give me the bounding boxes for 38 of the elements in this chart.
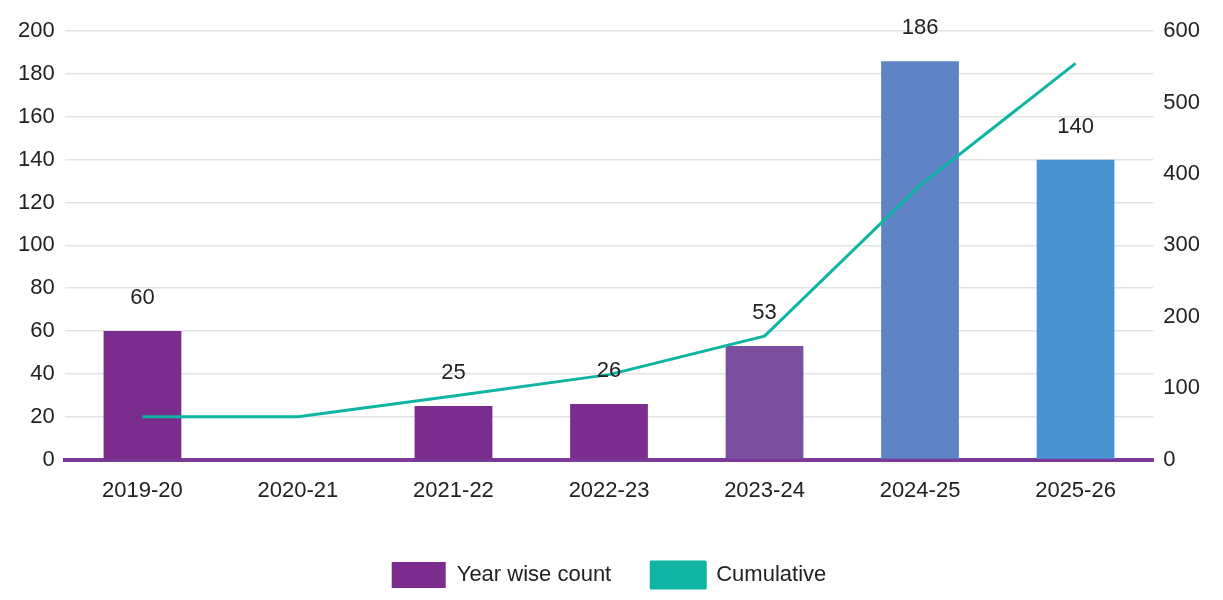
data-label: 53 bbox=[752, 299, 777, 325]
data-label: 140 bbox=[1057, 112, 1094, 138]
y2-tick-label: 100 bbox=[1163, 374, 1201, 400]
y2-tick-label: 200 bbox=[1163, 302, 1201, 328]
y2-tick-label: 600 bbox=[1163, 17, 1201, 43]
x-tick-label: 2025-26 bbox=[1035, 476, 1116, 502]
bar bbox=[725, 346, 804, 459]
y-tick-label: 0 bbox=[42, 445, 55, 471]
bar bbox=[570, 403, 648, 459]
y-tick-label: 200 bbox=[17, 17, 55, 43]
y-tick-label: 80 bbox=[30, 274, 55, 300]
bar bbox=[103, 331, 182, 459]
y-tick-label: 140 bbox=[17, 145, 55, 171]
y-tick-label: 160 bbox=[17, 102, 55, 128]
x-tick-label: 2022-23 bbox=[568, 476, 650, 502]
x-tick-label: 2021-22 bbox=[413, 476, 494, 502]
y-tick-label: 100 bbox=[17, 231, 55, 257]
bar bbox=[414, 406, 493, 459]
data-label: 186 bbox=[901, 14, 939, 40]
data-label: 60 bbox=[130, 284, 155, 310]
bar bbox=[881, 61, 959, 459]
x-tick-label: 2019-20 bbox=[102, 476, 183, 502]
y-tick-label: 40 bbox=[30, 359, 55, 385]
y-tick-label: 20 bbox=[30, 402, 55, 428]
y-tick-label: 60 bbox=[30, 317, 55, 343]
x-tick-label: 2024-25 bbox=[879, 476, 961, 502]
y2-tick-label: 400 bbox=[1163, 160, 1201, 186]
x-tick-label: 2020-21 bbox=[257, 476, 339, 502]
legend-label: Cumulative bbox=[716, 561, 827, 587]
legend-label: Year wise count bbox=[456, 561, 612, 587]
bar bbox=[1036, 159, 1115, 459]
y2-tick-label: 500 bbox=[1163, 88, 1201, 114]
y-tick-label: 180 bbox=[17, 60, 55, 86]
y2-tick-label: 300 bbox=[1163, 231, 1201, 257]
y2-tick-label: 0 bbox=[1163, 445, 1176, 471]
y-tick-label: 120 bbox=[17, 188, 55, 214]
x-tick-label: 2023-24 bbox=[724, 476, 805, 502]
data-label: 25 bbox=[441, 359, 466, 385]
